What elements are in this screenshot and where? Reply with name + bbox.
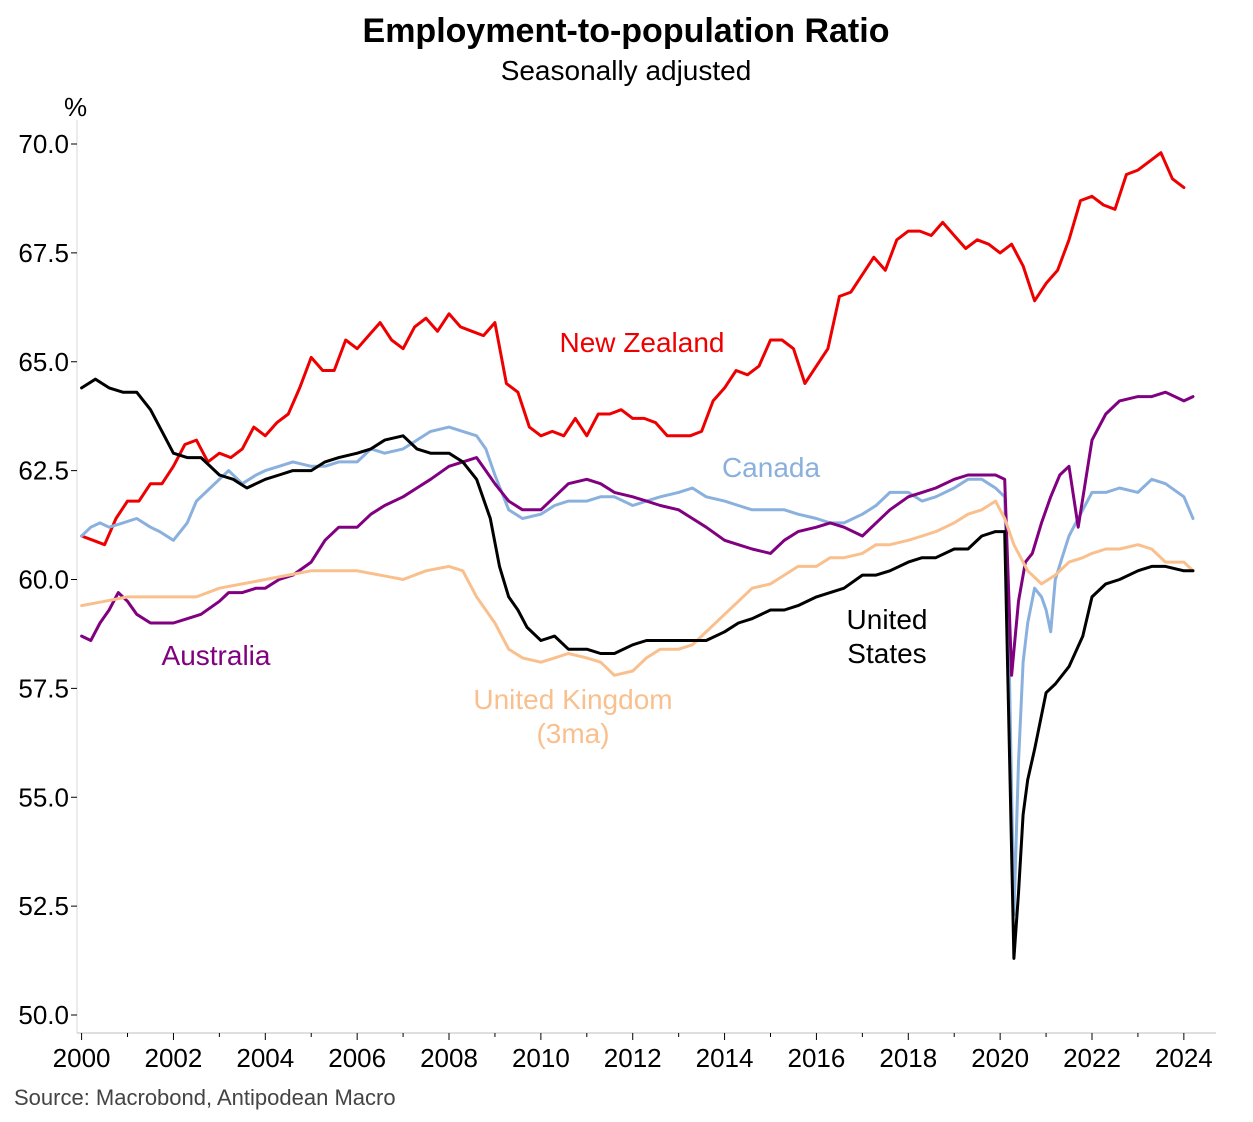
x-tick-label: 2014 <box>696 1043 754 1073</box>
x-axis-ticks: 2000 2002 2004 2006 2008 2010 2012 2014 2016 2018… <box>53 1033 1213 1073</box>
series-label-united-kingdom-3ma: (3ma) <box>536 718 609 749</box>
y-tick-label: 50.0 <box>18 1000 69 1030</box>
chart-subtitle: Seasonally adjusted <box>501 55 752 86</box>
series-line-canada <box>80 425 1195 917</box>
axes <box>76 120 1216 1034</box>
series-line-new-zealand <box>80 151 1186 547</box>
x-tick-label: 2020 <box>971 1043 1029 1073</box>
x-tick-label: 2022 <box>1063 1043 1121 1073</box>
x-tick-label: 2006 <box>328 1043 386 1073</box>
y-tick-label: 65.0 <box>18 347 69 377</box>
x-tick-label: 2002 <box>145 1043 203 1073</box>
series-line-united-states <box>80 377 1195 960</box>
y-axis-ticks: 70.0 67.5 65.0 62.5 60.0 57.5 55.0 52.5 50.0 <box>18 129 77 1030</box>
x-tick-label: 2000 <box>53 1043 111 1073</box>
y-axis-unit-label: % <box>64 92 87 122</box>
y-tick-label: 57.5 <box>18 673 69 703</box>
series-label-canada: Canada <box>722 452 821 483</box>
x-tick-label: 2008 <box>420 1043 478 1073</box>
y-tick-label: 70.0 <box>18 129 69 159</box>
series-labels: New Zealand Canada Australia United Kingdom… <box>162 327 928 749</box>
series-label-united-states: States <box>847 638 926 669</box>
y-tick-label: 55.0 <box>18 782 69 812</box>
y-tick-label: 67.5 <box>18 238 69 268</box>
y-tick-label: 60.0 <box>18 565 69 595</box>
x-tick-label: 2012 <box>604 1043 662 1073</box>
x-tick-label: 2018 <box>879 1043 937 1073</box>
series-label-australia: Australia <box>162 640 271 671</box>
x-tick-label: 2016 <box>788 1043 846 1073</box>
y-tick-label: 62.5 <box>18 456 69 486</box>
series-line-australia <box>80 390 1195 677</box>
x-tick-label: 2010 <box>512 1043 570 1073</box>
y-tick-label: 52.5 <box>18 891 69 921</box>
x-tick-label: 2004 <box>236 1043 294 1073</box>
series-label-united-states: United <box>847 604 928 635</box>
series-label-new-zealand: New Zealand <box>560 327 725 358</box>
series-lines <box>80 151 1195 960</box>
source-note: Source: Macrobond, Antipodean Macro <box>14 1085 396 1110</box>
x-tick-label: 2024 <box>1155 1043 1213 1073</box>
series-label-united-kingdom-3ma: United Kingdom <box>473 684 672 715</box>
series-line-united-kingdom-3ma <box>80 499 1195 677</box>
chart-title: Employment-to-population Ratio <box>363 12 890 50</box>
